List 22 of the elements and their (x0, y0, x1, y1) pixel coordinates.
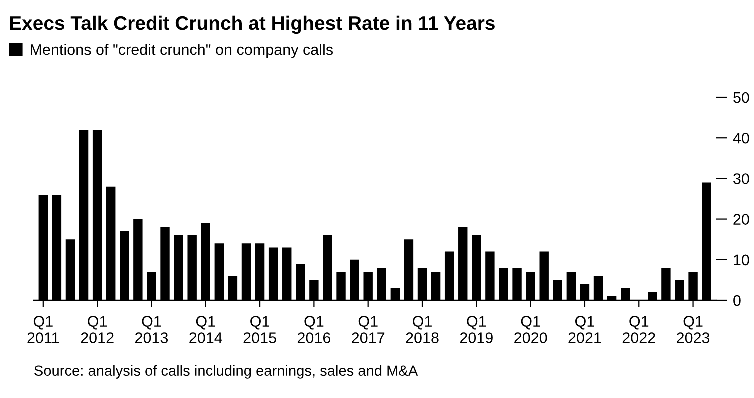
x-tick-label: Q1 2013 (135, 316, 168, 344)
y-tick-label: 50 (734, 92, 750, 104)
x-tick-label: Q1 2023 (677, 316, 710, 344)
legend-label: Mentions of "credit crunch" on company calls (30, 44, 333, 58)
x-tick-label: Q1 2020 (514, 316, 548, 344)
x-tick-label: Q1 2012 (81, 316, 114, 344)
source-note: Source: analysis of calls including earnings, sales and M&A (34, 365, 418, 379)
x-tick-label: Q1 2021 (568, 316, 602, 344)
y-tick-label: 0 (734, 295, 741, 306)
y-tick-label: 20 (734, 214, 750, 225)
x-tick-label: Q1 2022 (622, 316, 656, 344)
x-tick-label: Q1 2011 (28, 316, 60, 344)
x-tick-label: Q1 2014 (190, 316, 222, 344)
x-tick-label: Q1 2016 (298, 316, 331, 344)
y-tick-label: 10 (734, 254, 750, 266)
chart-title: Execs Talk Credit Crunch at Highest Rate in 11 Years (10, 16, 495, 34)
x-tick-label: Q1 2015 (244, 316, 276, 344)
y-tick-label: 30 (734, 174, 750, 184)
x-tick-label: Q1 2018 (406, 316, 439, 344)
x-tick-label: Q1 2017 (352, 316, 385, 344)
x-tick-label: Q1 2019 (460, 316, 493, 344)
y-tick-label: 40 (733, 132, 750, 144)
